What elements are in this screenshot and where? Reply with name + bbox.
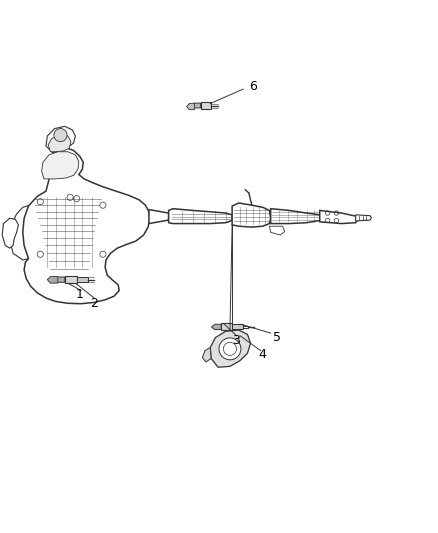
Text: 6: 6 [249, 79, 257, 93]
Polygon shape [187, 103, 194, 110]
Polygon shape [169, 209, 232, 223]
Circle shape [219, 338, 241, 360]
Polygon shape [269, 226, 285, 235]
Text: 4: 4 [259, 349, 267, 361]
Polygon shape [48, 135, 71, 152]
Polygon shape [320, 211, 358, 223]
Text: 3: 3 [232, 334, 240, 346]
Polygon shape [221, 324, 232, 330]
Circle shape [54, 128, 67, 142]
Polygon shape [202, 348, 211, 362]
Polygon shape [23, 147, 150, 304]
Polygon shape [42, 152, 79, 179]
Polygon shape [55, 277, 65, 282]
Polygon shape [65, 276, 77, 283]
Polygon shape [77, 277, 88, 282]
Text: 5: 5 [273, 331, 281, 344]
Polygon shape [212, 324, 221, 329]
Polygon shape [210, 330, 251, 367]
Polygon shape [232, 324, 243, 329]
Polygon shape [356, 215, 371, 221]
Text: 1: 1 [76, 288, 84, 302]
Polygon shape [2, 219, 18, 248]
Polygon shape [149, 209, 169, 223]
Polygon shape [271, 209, 320, 223]
Polygon shape [192, 103, 201, 108]
Text: 2: 2 [90, 297, 98, 310]
Polygon shape [46, 126, 75, 152]
Polygon shape [232, 203, 271, 227]
Polygon shape [201, 102, 211, 109]
Polygon shape [10, 205, 33, 260]
Polygon shape [47, 277, 58, 283]
